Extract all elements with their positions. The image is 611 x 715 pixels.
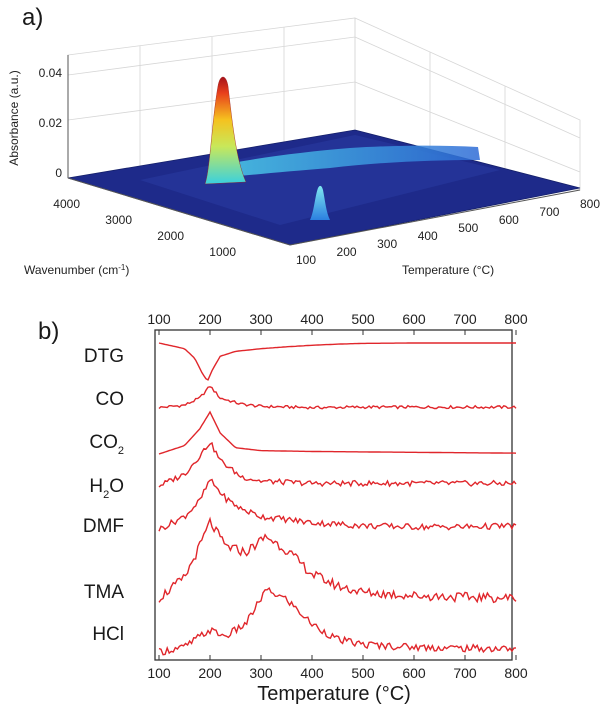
chart-3d-surface: 00.020.04 Absorbance (a.u.) 400030002000…	[7, 17, 600, 278]
top-tick-label: 600	[402, 311, 426, 327]
bottom-tick-label: 500	[351, 665, 375, 681]
top-tick-label: 100	[147, 311, 171, 327]
bottom-tick-label: 400	[300, 665, 324, 681]
wavenumber-tick-label: 3000	[105, 213, 132, 227]
trace-label-co: CO	[96, 389, 125, 410]
plot-frame	[154, 329, 513, 661]
top-tick-label: 300	[249, 311, 273, 327]
temperature-tick-label: 600	[499, 213, 519, 227]
bottom-tick-label: 200	[198, 665, 222, 681]
temperature-tick-label: 800	[580, 197, 600, 211]
z-tick-label: 0	[55, 166, 62, 180]
trace-hcl	[158, 586, 517, 656]
trace-h2o	[158, 441, 517, 488]
top-tick-labels: 100 200 300 400 500 600 700 800	[147, 311, 528, 327]
top-tick-label: 800	[504, 311, 528, 327]
trace-label-hcl: HCl	[92, 624, 124, 645]
wavenumber-tick-label: 4000	[53, 197, 80, 211]
top-tick-label: 500	[351, 311, 375, 327]
surface-main-peak	[204, 76, 247, 185]
x-axis-label: Temperature (°C)	[257, 683, 411, 705]
temperature-tick-label: 500	[458, 221, 478, 235]
top-tick-label: 700	[453, 311, 477, 327]
wavenumber-tick-label: 2000	[157, 229, 184, 243]
temperature-tick-label: 200	[337, 245, 357, 259]
temperature-tick-label: 400	[418, 229, 438, 243]
top-tick-label: 400	[300, 311, 324, 327]
z-tick-label: 0.04	[39, 66, 63, 80]
bottom-tick-labels: 100 200 300 400 500 600 700 800	[147, 665, 528, 681]
z-tick-labels: 0 0.02 0.04	[39, 66, 63, 180]
temperature-tick-labels: 100 200 300 400 500 600 700 800	[296, 197, 600, 267]
panel-b-label: b)	[38, 318, 60, 345]
trace-tma	[158, 516, 517, 604]
wavenumber-tick-labels: 4000 3000 2000 1000	[53, 197, 236, 259]
z-axis-label: Absorbance (a.u.)	[7, 70, 21, 165]
temperature-tick-label: 300	[377, 237, 397, 251]
trace-label-dmf: DMF	[83, 516, 124, 537]
trace-dtg	[158, 342, 516, 381]
temperature-axis-label: Temperature (°C)	[402, 263, 494, 277]
trace-co	[158, 386, 517, 410]
top-tick-label: 200	[198, 311, 222, 327]
bottom-tick-label: 100	[147, 665, 171, 681]
panel-a-label: a)	[22, 4, 44, 31]
surface-small-peak	[310, 185, 330, 220]
temperature-tick-label: 700	[539, 205, 559, 219]
bottom-tick-label: 300	[249, 665, 273, 681]
trace-label-co2: CO2	[89, 432, 124, 457]
bottom-tick-label: 600	[402, 665, 426, 681]
z-tick-label: 0.02	[39, 116, 63, 130]
bottom-tick-label: 700	[453, 665, 477, 681]
wavenumber-axis-label: Wavenumber (cm-1)	[24, 263, 129, 278]
temperature-tick-label: 100	[296, 253, 316, 267]
trace-dmf	[158, 478, 517, 532]
trace-label-dtg: DTG	[84, 346, 124, 367]
surface-ridge	[210, 145, 480, 178]
trace-label-tma: TMA	[84, 582, 124, 603]
bottom-tick-label: 800	[504, 665, 528, 681]
trace-co2	[158, 410, 517, 455]
wavenumber-tick-label: 1000	[209, 245, 236, 259]
trace-label-h2o: H2O	[89, 476, 124, 501]
